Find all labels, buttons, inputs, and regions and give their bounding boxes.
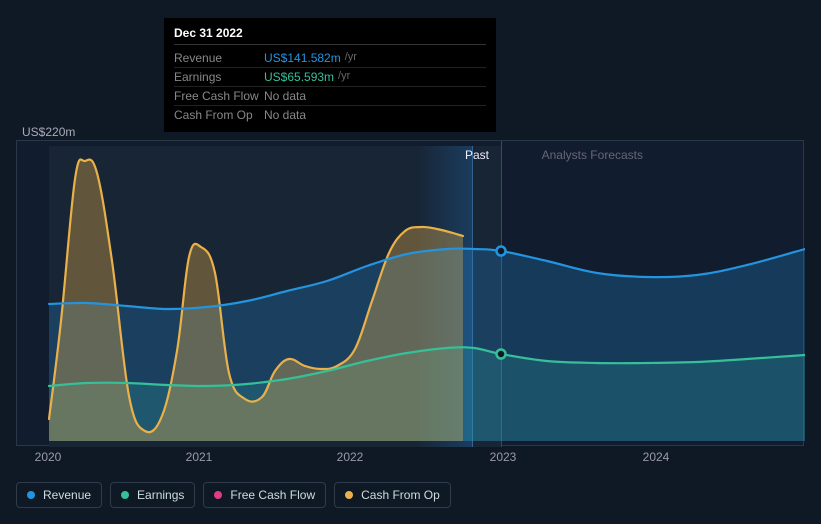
tooltip-row-label: Free Cash Flow [174,89,264,103]
x-axis-tick: 2022 [337,450,364,464]
tooltip-row-unit: /yr [345,51,357,65]
tooltip-row-label: Earnings [174,70,264,84]
tooltip-date: Dec 31 2022 [174,26,486,45]
legend-label: Revenue [43,488,91,502]
x-axis-tick: 2021 [186,450,213,464]
legend-dot-icon [27,491,35,499]
tooltip-row-label: Cash From Op [174,108,264,122]
legend-label: Free Cash Flow [230,488,315,502]
chart-area[interactable]: Past Analysts Forecasts [16,140,804,446]
revenue-marker-dot [497,247,506,256]
legend-dot-icon [214,491,222,499]
y-axis-max-label: US$220m [22,125,75,139]
legend-label: Earnings [137,488,184,502]
chart-svg [17,141,805,447]
legend-item[interactable]: Cash From Op [334,482,451,508]
tooltip-row-value: No data [264,108,306,122]
legend-item[interactable]: Revenue [16,482,102,508]
tooltip-row: Free Cash FlowNo data [174,87,486,106]
legend-label: Cash From Op [361,488,440,502]
tooltip-row: RevenueUS$141.582m/yr [174,49,486,68]
legend-dot-icon [345,491,353,499]
chart-tooltip: Dec 31 2022 RevenueUS$141.582m/yrEarning… [164,18,496,132]
tooltip-row-value: No data [264,89,306,103]
legend: Revenue Earnings Free Cash Flow Cash From O… [16,482,451,508]
tooltip-row-unit: /yr [338,70,350,84]
x-axis-tick: 2020 [35,450,62,464]
legend-item[interactable]: Free Cash Flow [203,482,326,508]
legend-dot-icon [121,491,129,499]
tooltip-row-label: Revenue [174,51,264,65]
tooltip-row: Cash From OpNo data [174,106,486,124]
x-axis-tick: 2024 [643,450,670,464]
x-axis-tick: 2023 [490,450,517,464]
tooltip-row-value: US$65.593m [264,70,334,84]
legend-item[interactable]: Earnings [110,482,195,508]
tooltip-row: EarningsUS$65.593m/yr [174,68,486,87]
earnings-marker-dot [497,350,506,359]
tooltip-row-value: US$141.582m [264,51,341,65]
